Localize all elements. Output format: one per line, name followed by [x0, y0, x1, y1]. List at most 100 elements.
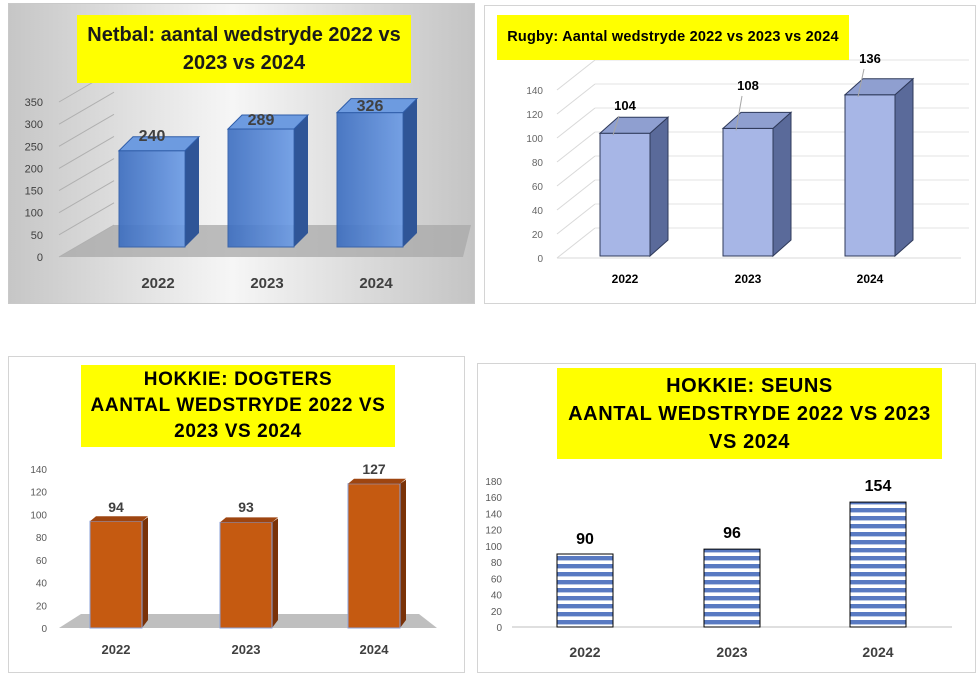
rugby-chart: 0 20 40 60 80 100 120 140 104 2022 108 2023 136 2024 …	[484, 5, 976, 304]
bar-top	[90, 516, 148, 522]
leader-line	[735, 95, 743, 131]
leader-line	[612, 115, 620, 136]
y-tick-label: 120	[526, 110, 543, 121]
data-label: 289	[248, 112, 275, 129]
y-tick-label: 140	[485, 509, 502, 520]
gridline	[58, 158, 115, 192]
data-label: 90	[576, 531, 594, 548]
y-tick-label: 100	[25, 208, 43, 220]
x-tick-label: 2023	[232, 642, 261, 657]
data-label: 94	[108, 499, 124, 515]
hockey-boys-chart: 0 20 40 60 80 100 120 140 160 180 90 2022 96 2023 154 2…	[477, 363, 976, 673]
bar-2024	[335, 98, 419, 248]
bar	[599, 132, 651, 257]
x-tick-label: 2024	[360, 642, 390, 657]
hockey-girls-chart: 0 20 40 60 80 100 120 140 94 2022 93 2023 127 2024 HO…	[8, 356, 465, 673]
y-tick-label: 200	[25, 163, 43, 175]
bar	[556, 553, 614, 628]
gridline	[58, 135, 115, 169]
bar-top	[843, 78, 915, 96]
bar	[336, 112, 404, 248]
x-tick-label: 2023	[250, 275, 283, 292]
gridline	[58, 180, 115, 214]
bar-side	[649, 116, 669, 258]
leader-line	[857, 68, 865, 97]
y-tick-label: 0	[537, 254, 543, 265]
bar	[844, 94, 896, 257]
bar-2023	[226, 114, 310, 248]
gridline	[556, 227, 596, 259]
y-tick-label: 140	[526, 86, 543, 97]
x-tick-label: 2022	[141, 275, 174, 292]
bar	[722, 127, 774, 257]
chart-title: HOKKIE: DOGTERS AANTAL WEDSTRYDE 2022 VS…	[81, 365, 395, 447]
gridline	[556, 155, 596, 187]
bar-2022	[89, 516, 148, 629]
bar-top	[721, 111, 793, 129]
rugby-plot: 0 20 40 60 80 100 120 140 104 2022 108 2023 136 2024	[526, 51, 969, 286]
y-tick-label: 140	[30, 465, 47, 476]
data-label: 127	[362, 461, 386, 477]
y-tick-label: 20	[36, 601, 48, 612]
data-label: 93	[238, 499, 254, 515]
bar-2022	[556, 553, 614, 628]
x-tick-label: 2022	[569, 644, 600, 660]
y-tick-label: 0	[496, 623, 502, 634]
y-tick-label: 100	[30, 510, 47, 521]
bar-2022	[598, 116, 670, 258]
y-tick-label: 350	[25, 97, 43, 109]
data-label: 108	[737, 78, 759, 93]
y-tick-label: 100	[526, 134, 543, 145]
bar-2023	[219, 517, 278, 629]
bar-side	[185, 136, 199, 247]
gridline	[556, 203, 596, 235]
chart-title: Netbal: aantal wedstryde 2022 vs 2023 vs…	[77, 15, 411, 83]
bar-2024	[843, 77, 915, 258]
bar-top	[220, 517, 278, 523]
y-tick-label: 60	[491, 574, 503, 585]
bar-top	[348, 478, 406, 484]
bar-side	[294, 115, 308, 247]
bar	[849, 501, 907, 628]
gridline	[556, 107, 596, 139]
gridline	[58, 113, 115, 147]
data-label: 240	[139, 128, 166, 145]
y-tick-label: 80	[36, 533, 48, 544]
y-tick-label: 300	[25, 119, 43, 131]
bar-2023	[703, 548, 761, 628]
y-tick-label: 100	[485, 542, 502, 553]
y-tick-label: 0	[37, 252, 43, 264]
x-tick-label: 2024	[359, 275, 393, 292]
y-tick-label: 120	[485, 526, 502, 537]
y-tick-label: 20	[491, 607, 503, 618]
gridline	[58, 202, 115, 236]
gridline	[58, 224, 115, 258]
gridline	[556, 131, 596, 163]
gridline	[556, 179, 596, 211]
bar	[118, 150, 186, 248]
bar-side	[400, 479, 406, 628]
bar-top	[226, 114, 310, 130]
x-tick-label: 2022	[612, 272, 639, 286]
bar	[347, 483, 401, 629]
gridline	[556, 59, 596, 91]
hockey-boys-plot: 0 20 40 60 80 100 120 140 160 180 90 2022 96 2023 154 2…	[485, 477, 952, 660]
x-tick-label: 2022	[102, 642, 131, 657]
netball-plot: 0 50 100 150 200 250 300 350 240 2022 289 2023 326 20…	[25, 69, 471, 292]
y-tick-label: 250	[25, 141, 43, 153]
bar-top	[117, 136, 201, 152]
bar-top	[335, 98, 419, 114]
bar-side	[403, 98, 417, 247]
gridline	[556, 83, 596, 115]
y-tick-label: 50	[31, 230, 43, 242]
y-tick-label: 60	[532, 182, 544, 193]
data-label: 136	[859, 51, 881, 66]
bar	[703, 548, 761, 628]
y-tick-label: 20	[532, 230, 544, 241]
x-tick-label: 2023	[716, 644, 747, 660]
chart-title: HOKKIE: SEUNS AANTAL WEDSTRYDE 2022 VS 2…	[557, 368, 942, 459]
bar-2024	[849, 501, 907, 628]
y-tick-label: 180	[485, 477, 502, 488]
y-tick-label: 40	[491, 591, 503, 602]
y-tick-label: 80	[491, 558, 503, 569]
